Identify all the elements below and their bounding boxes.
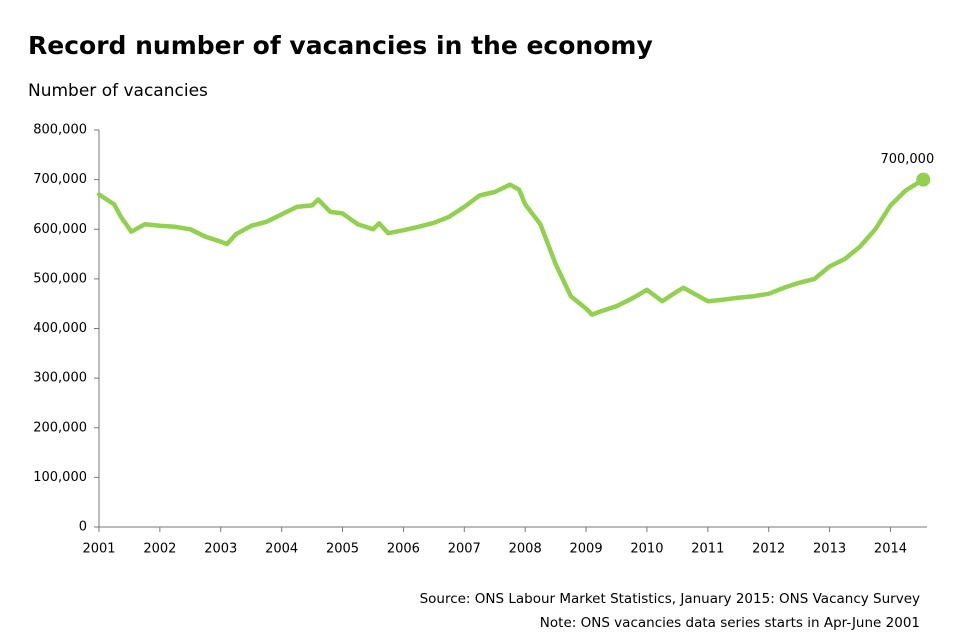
end-annotation: 700,000 xyxy=(880,152,934,167)
series-note: Note: ONS vacancies data series starts i… xyxy=(540,615,920,631)
x-tick-label: 2004 xyxy=(265,542,298,557)
y-tick-label: 200,000 xyxy=(33,420,87,435)
x-tick-label: 2011 xyxy=(691,542,724,557)
x-tick-label: 2014 xyxy=(874,542,907,557)
y-tick-label: 100,000 xyxy=(33,470,87,485)
x-tick-label: 2003 xyxy=(204,542,237,557)
y-tick-label: 600,000 xyxy=(33,222,87,237)
chart-title: Record number of vacancies in the econom… xyxy=(28,31,653,60)
x-tick-label: 2013 xyxy=(813,542,846,557)
x-tick-label: 2012 xyxy=(752,542,785,557)
x-tick-label: 2001 xyxy=(82,542,115,557)
x-tick-label: 2010 xyxy=(630,542,663,557)
y-axis-label: Number of vacancies xyxy=(28,81,208,101)
x-tick-label: 2005 xyxy=(326,542,359,557)
end-point xyxy=(916,172,931,187)
x-tick-label: 2006 xyxy=(387,542,420,557)
x-tick-label: 2007 xyxy=(448,542,481,557)
source-note: Source: ONS Labour Market Statistics, Ja… xyxy=(420,591,920,607)
y-tick-label: 0 xyxy=(79,520,87,535)
x-tick-label: 2009 xyxy=(570,542,603,557)
y-tick-label: 400,000 xyxy=(33,321,87,336)
y-tick-label: 500,000 xyxy=(33,271,87,286)
x-tick-label: 2008 xyxy=(509,542,542,557)
data-line xyxy=(96,177,926,317)
y-tick-label: 700,000 xyxy=(33,172,87,187)
y-tick-label: 300,000 xyxy=(33,371,87,386)
x-tick-label: 2002 xyxy=(143,542,176,557)
y-tick-label: 800,000 xyxy=(33,123,87,138)
